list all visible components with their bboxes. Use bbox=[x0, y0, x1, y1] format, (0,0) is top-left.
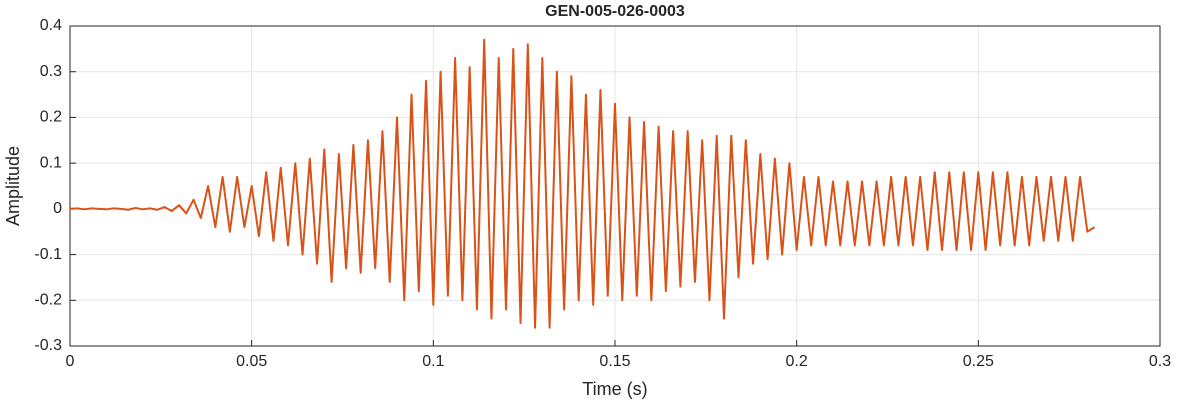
x-tick-label: 0.25 bbox=[963, 353, 994, 370]
waveform-line bbox=[69, 38, 1096, 329]
y-tick-label: 0.3 bbox=[40, 63, 62, 80]
y-tick-label: -0.1 bbox=[34, 246, 62, 263]
plot-frame bbox=[69, 25, 1161, 347]
y-tick-label: -0.3 bbox=[34, 337, 62, 354]
x-tick-label: 0.2 bbox=[786, 353, 808, 370]
y-tick-label: 0.4 bbox=[40, 17, 62, 34]
x-tick-label: 0 bbox=[66, 353, 75, 370]
x-tick-label: 0.3 bbox=[1149, 353, 1171, 370]
y-tick-label: 0.1 bbox=[40, 154, 62, 171]
x-tick-label: 0.1 bbox=[422, 353, 444, 370]
x-tick-label: 0.15 bbox=[599, 353, 630, 370]
x-tick-label: 0.05 bbox=[236, 353, 267, 370]
y-tick-label: -0.2 bbox=[34, 292, 62, 309]
x-axis-label: Time (s) bbox=[582, 379, 647, 399]
y-axis-label: Amplitude bbox=[3, 146, 23, 226]
y-tick-label: 0.2 bbox=[40, 109, 62, 126]
chart-title: GEN-005-026-0003 bbox=[545, 3, 685, 20]
y-tick-label: 0 bbox=[53, 200, 62, 217]
